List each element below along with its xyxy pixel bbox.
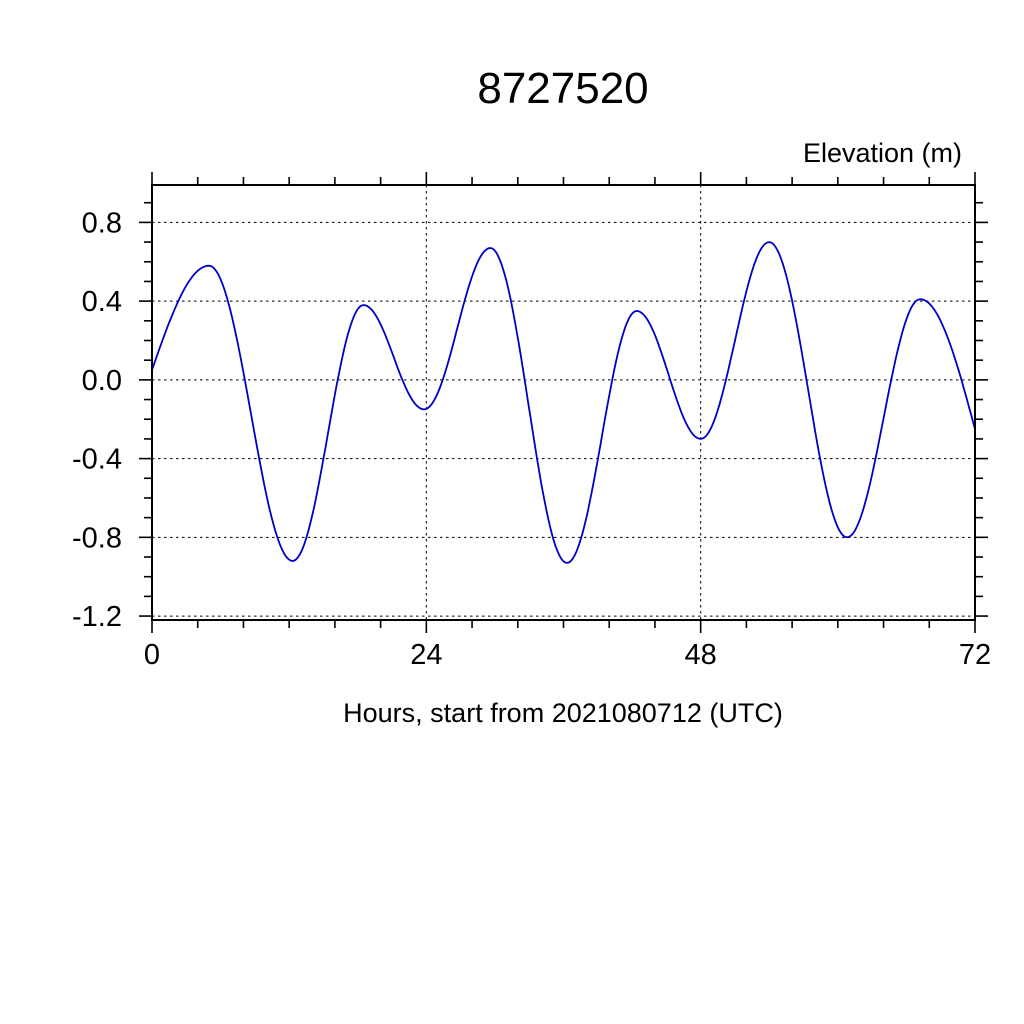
gridlines (152, 185, 975, 620)
chart-title: 8727520 (477, 64, 648, 113)
x-tick-label: 24 (410, 639, 442, 671)
y-tick-label: -1.2 (72, 601, 122, 633)
y-tick-label: -0.8 (72, 522, 122, 554)
plot-frame (151, 184, 976, 621)
x-tick-label: 72 (959, 639, 991, 671)
elevation-curve (151, 241, 976, 564)
y-axis-units-label: Elevation (m) (803, 138, 962, 168)
axis-ticks (139, 172, 988, 633)
y-tick-label: -0.4 (72, 444, 122, 476)
y-tick-label: 0.8 (82, 207, 122, 239)
y-tick-label: 0.0 (82, 365, 122, 397)
x-axis-label: Hours, start from 2021080712 (UTC) (343, 698, 783, 728)
tick-labels: 0 24 48 72 0.8 0.4 0.0 -0.4 -0.8 -1.2 (72, 207, 991, 671)
y-tick-label: 0.4 (82, 286, 122, 318)
x-tick-label: 48 (685, 639, 717, 671)
x-tick-label: 0 (144, 639, 160, 671)
